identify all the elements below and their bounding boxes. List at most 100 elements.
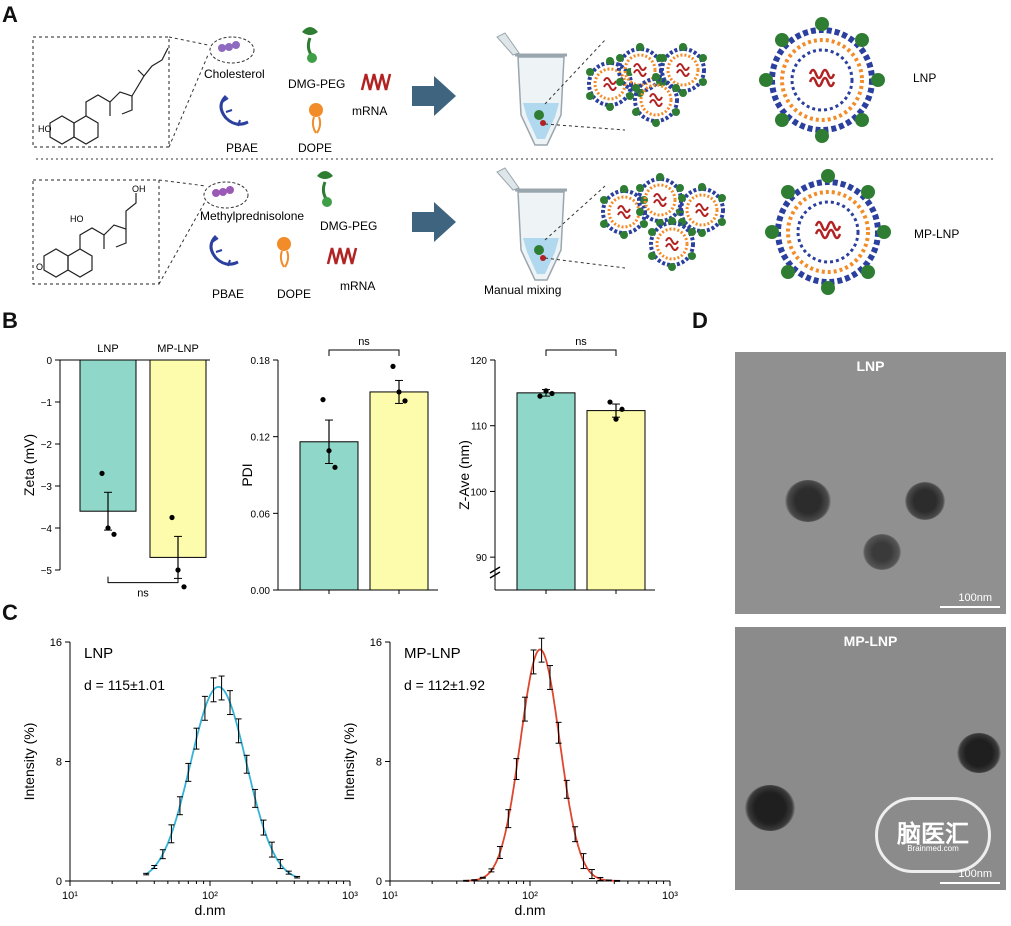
data-point bbox=[537, 393, 543, 399]
tube-icon bbox=[495, 166, 569, 282]
y-tick-label: 0.18 bbox=[251, 356, 271, 367]
pbae-icon bbox=[219, 94, 250, 128]
bottom-result-label: MP-LNP bbox=[914, 227, 959, 241]
x-axis-label: d.nm bbox=[514, 902, 545, 918]
y-tick-label: 0 bbox=[46, 356, 52, 367]
methylprednisolone-structure-icon bbox=[43, 193, 137, 278]
dls-curve bbox=[466, 648, 618, 882]
panel-d-letter: D bbox=[692, 308, 708, 333]
panel-b-letter: B bbox=[2, 308, 18, 333]
lnp-mini bbox=[676, 181, 728, 239]
dls-mplnp-chart: 0 8 16 10¹ 10² 10³ d.nm Intensity (%) MP-LNP d = … bbox=[341, 637, 678, 918]
tem-scale-label: 100nm bbox=[958, 868, 992, 880]
bottom-comp-mp: Methylprednisolone bbox=[200, 209, 304, 223]
y-tick-label: −4 bbox=[41, 524, 53, 535]
nanoparticle bbox=[863, 534, 901, 570]
data-point bbox=[390, 363, 396, 369]
y-axis-label: Z-Ave (nm) bbox=[456, 440, 472, 510]
tem-scale-bar bbox=[940, 606, 1000, 608]
y-tick-label: 110 bbox=[471, 422, 487, 433]
category-label: MP-LNP bbox=[595, 599, 637, 600]
data-point bbox=[607, 399, 613, 405]
tube-icon bbox=[495, 31, 569, 147]
tem-lnp-label: LNP bbox=[856, 358, 885, 374]
dmg-peg-icon bbox=[300, 25, 320, 65]
formulation-schematic: HO Cholesterol PBAE DMG-PEG mRNA DOPE LN… bbox=[32, 0, 993, 301]
bar-lnp bbox=[79, 359, 137, 512]
panel-c-letter: C bbox=[2, 600, 18, 625]
tem-scale-label: 100nm bbox=[958, 592, 992, 604]
y-tick-label: 0 bbox=[56, 876, 62, 888]
mrna-icon bbox=[326, 246, 358, 266]
chart-annotation: d = 112±1.92 bbox=[404, 677, 485, 693]
significance-label: ns bbox=[358, 336, 370, 348]
zave-chart: 90 100 110 120 Z-Ave (nm) LNP MP-LNP ns bbox=[456, 336, 655, 600]
data-point bbox=[402, 398, 408, 404]
bar-lnp bbox=[299, 441, 359, 591]
significance-bracket bbox=[545, 349, 617, 356]
svg-text:HO: HO bbox=[70, 214, 84, 224]
y-tick-label: 8 bbox=[376, 757, 382, 769]
y-tick-label: 16 bbox=[50, 637, 62, 649]
pbae-icon bbox=[209, 234, 240, 268]
axis-break bbox=[489, 566, 501, 579]
x-tick-label: 10³ bbox=[342, 890, 358, 902]
significance-label: ns bbox=[575, 336, 587, 348]
category-label: MP-LNP bbox=[378, 599, 420, 600]
y-tick-label: 16 bbox=[370, 637, 382, 649]
dope-icon bbox=[308, 102, 324, 134]
nanoparticle bbox=[905, 482, 945, 520]
data-point bbox=[326, 448, 332, 454]
chart-annotation: d = 115±1.01 bbox=[84, 677, 165, 693]
dmg-peg-icon bbox=[315, 169, 335, 209]
dope-icon bbox=[276, 236, 292, 268]
watermark-text: 脑医汇 bbox=[897, 821, 969, 848]
bar-mp-lnp bbox=[369, 391, 429, 591]
x-axis-label: d.nm bbox=[194, 902, 225, 918]
category-label: LNP bbox=[318, 599, 339, 600]
bar-mp-lnp bbox=[149, 359, 207, 558]
significance-label: ns bbox=[137, 588, 149, 600]
category-label: MP-LNP bbox=[157, 343, 199, 355]
data-point bbox=[320, 397, 326, 403]
y-tick-label: 120 bbox=[470, 356, 487, 367]
svg-text:HO: HO bbox=[38, 124, 52, 134]
dls-lnp-chart: 0 8 16 10¹ 10² 10³ d.nm Intensity (%) LNP d = 115… bbox=[21, 637, 358, 918]
y-tick-label: 0.06 bbox=[251, 509, 271, 520]
data-point bbox=[613, 416, 619, 422]
y-axis-label: Intensity (%) bbox=[341, 723, 357, 801]
y-tick-label: −3 bbox=[41, 482, 53, 493]
category-label: LNP bbox=[97, 343, 118, 355]
dls-curve bbox=[145, 686, 298, 879]
top-comp-cholesterol: Cholesterol bbox=[204, 67, 265, 81]
svg-text:O: O bbox=[36, 262, 43, 272]
watermark-logo: 脑医汇 Brainmed.com bbox=[875, 797, 991, 873]
bar-lnp bbox=[516, 392, 576, 591]
bottom-comp-pbae: PBAE bbox=[212, 287, 244, 301]
x-tick-label: 10² bbox=[522, 890, 538, 902]
cholesterol-icon bbox=[218, 41, 240, 52]
chart-title: MP-LNP bbox=[404, 645, 461, 662]
svg-text:OH: OH bbox=[132, 184, 146, 194]
y-tick-label: 0 bbox=[376, 876, 382, 888]
process-arrow-icon bbox=[412, 202, 456, 242]
top-comp-pbae: PBAE bbox=[226, 141, 258, 155]
top-comp-dope: DOPE bbox=[298, 141, 332, 155]
significance-bracket bbox=[107, 576, 179, 584]
data-point bbox=[169, 514, 175, 521]
y-tick-label: 0.00 bbox=[251, 586, 271, 597]
y-tick-label: −1 bbox=[41, 398, 53, 409]
data-point bbox=[175, 567, 181, 573]
y-axis-label: PDI bbox=[239, 463, 255, 486]
top-comp-mrna: mRNA bbox=[352, 104, 387, 118]
data-point bbox=[181, 584, 187, 590]
y-tick-label: −2 bbox=[41, 440, 53, 451]
lnp-structure-icon bbox=[759, 17, 885, 143]
significance-bracket bbox=[328, 349, 400, 356]
y-tick-label: 90 bbox=[476, 553, 488, 564]
tem-image-mplnp: MP-LNP 脑医汇 Brainmed.com 100nm bbox=[735, 627, 1006, 890]
nanoparticle bbox=[785, 480, 831, 522]
x-tick-label: 10¹ bbox=[62, 890, 78, 902]
panel-a-letter: A bbox=[2, 2, 18, 27]
x-tick-label: 10³ bbox=[662, 890, 678, 902]
